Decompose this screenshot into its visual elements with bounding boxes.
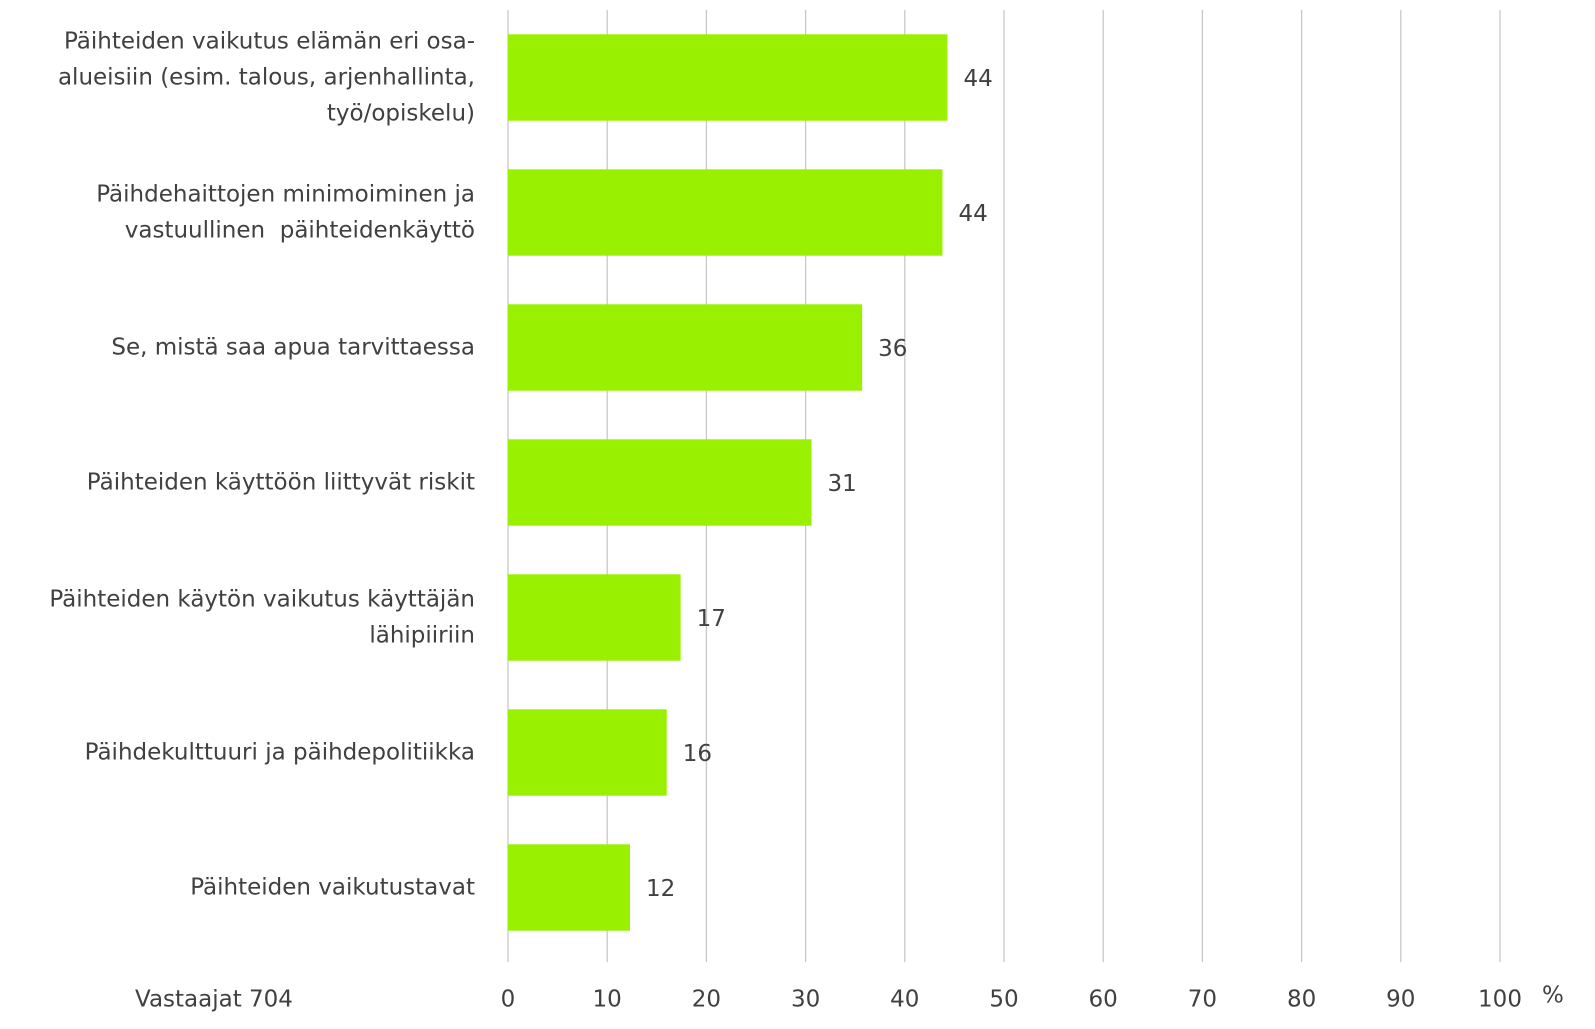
y-tick-label: Päihteiden käyttöön liittyvät riskit (87, 469, 475, 495)
x-tick-label: 30 (791, 987, 820, 1013)
x-tick-label: 80 (1287, 987, 1316, 1013)
data-label: 17 (697, 606, 726, 632)
x-tick-label: 0 (501, 987, 516, 1013)
x-tick-label: 10 (593, 987, 622, 1013)
x-tick-label: 70 (1188, 987, 1217, 1013)
data-label: 16 (683, 741, 712, 767)
x-tick-label: 60 (1089, 987, 1118, 1013)
y-tick-label: Päihteiden käytön vaikutus käyttäjän lähi… (49, 586, 475, 648)
data-label: 36 (878, 336, 907, 362)
x-tick-label: 50 (989, 987, 1018, 1013)
data-label: 12 (646, 876, 675, 902)
bar (508, 844, 631, 931)
data-label: 44 (958, 201, 987, 227)
respondents-note: Vastaajat 704 (135, 987, 293, 1013)
bar (508, 34, 948, 121)
data-label: 31 (828, 471, 857, 497)
bar (508, 709, 667, 796)
y-tick-label: Se, mistä saa apua tarvittaessa (111, 334, 475, 360)
bar (508, 169, 943, 256)
data-label: 44 (963, 66, 992, 92)
x-tick-label: 90 (1386, 987, 1415, 1013)
x-tick-label: 100 (1478, 987, 1522, 1013)
x-tick-label: 20 (692, 987, 721, 1013)
x-unit-label: % (1542, 983, 1564, 1009)
bar (508, 439, 812, 526)
bar (508, 574, 681, 661)
y-tick-label: Päihteiden vaikutustavat (190, 874, 475, 900)
y-tick-label: Päihteiden vaikutus elämän eri osa-aluei… (58, 28, 475, 126)
x-tick-label: 40 (890, 987, 919, 1013)
bar (508, 304, 863, 391)
y-tick-label: Päihdehaittojen minimoiminen ja vastuulli… (96, 181, 475, 243)
y-tick-label: Päihdekulttuuri ja päihdepolitiikka (85, 739, 475, 765)
